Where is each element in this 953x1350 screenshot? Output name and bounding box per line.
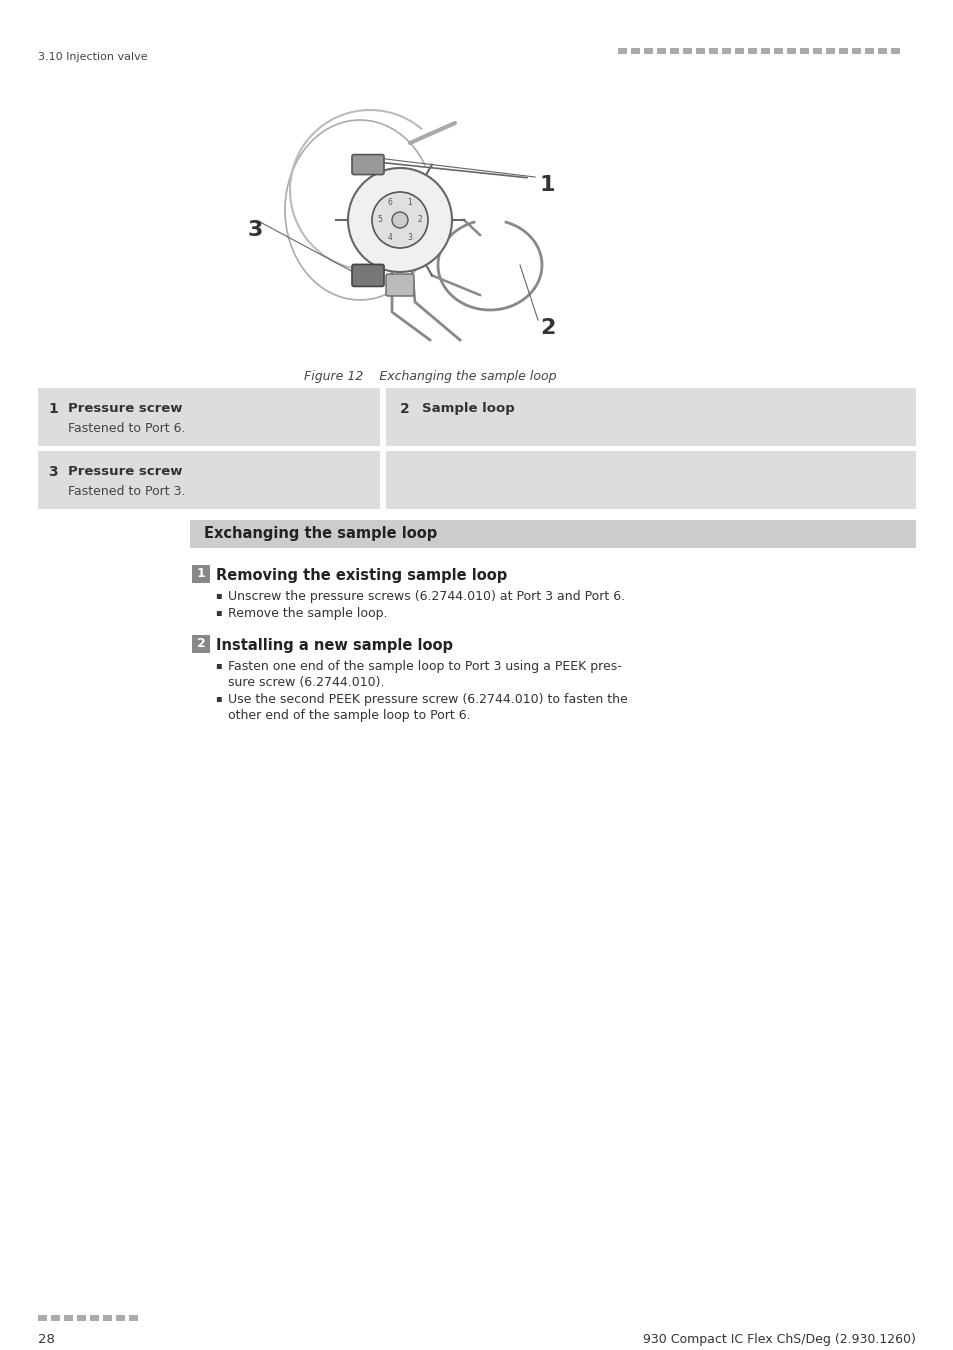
Text: Fastened to Port 3.: Fastened to Port 3.	[68, 485, 185, 498]
Bar	[682, 49, 691, 54]
Bar	[696, 49, 704, 54]
Bar	[129, 1315, 138, 1322]
FancyBboxPatch shape	[352, 265, 384, 286]
Bar	[747, 49, 757, 54]
Text: 930 Compact IC Flex ChS/Deg (2.930.1260): 930 Compact IC Flex ChS/Deg (2.930.1260)	[642, 1332, 915, 1346]
Text: 1: 1	[539, 176, 555, 194]
Bar	[800, 49, 808, 54]
Bar	[386, 451, 915, 509]
Text: Figure 12    Exchanging the sample loop: Figure 12 Exchanging the sample loop	[303, 370, 556, 383]
Bar	[657, 49, 665, 54]
Text: 3: 3	[407, 232, 412, 242]
Text: 3.10 Injection valve: 3.10 Injection valve	[38, 53, 148, 62]
Bar	[386, 387, 915, 446]
Bar	[618, 49, 626, 54]
Circle shape	[392, 212, 408, 228]
Text: 1: 1	[196, 567, 205, 580]
Text: 3: 3	[248, 220, 263, 240]
Text: 2: 2	[539, 319, 555, 338]
Text: Fastened to Port 6.: Fastened to Port 6.	[68, 423, 185, 435]
Bar	[877, 49, 886, 54]
Text: 2: 2	[399, 402, 410, 416]
Bar	[838, 49, 847, 54]
Bar	[51, 1315, 60, 1322]
Text: ▪: ▪	[214, 693, 221, 703]
Text: Installing a new sample loop: Installing a new sample loop	[215, 639, 453, 653]
Bar	[90, 1315, 99, 1322]
Bar	[643, 49, 652, 54]
Text: 6: 6	[387, 198, 392, 207]
Text: Fasten one end of the sample loop to Port 3 using a PEEK pres-: Fasten one end of the sample loop to Por…	[228, 660, 621, 674]
Text: 3: 3	[48, 464, 57, 479]
Bar	[825, 49, 834, 54]
Bar	[103, 1315, 112, 1322]
Text: 2: 2	[417, 216, 422, 224]
Text: Removing the existing sample loop: Removing the existing sample loop	[215, 568, 507, 583]
Text: sure screw (6.2744.010).: sure screw (6.2744.010).	[228, 676, 384, 688]
Bar	[64, 1315, 73, 1322]
Bar	[38, 451, 379, 509]
Bar	[734, 49, 743, 54]
Bar	[77, 1315, 86, 1322]
Text: Exchanging the sample loop: Exchanging the sample loop	[204, 526, 436, 541]
Bar	[38, 1315, 47, 1322]
Text: 1: 1	[407, 198, 412, 207]
Text: other end of the sample loop to Port 6.: other end of the sample loop to Port 6.	[228, 709, 470, 722]
Bar	[864, 49, 873, 54]
Bar	[851, 49, 861, 54]
Bar	[38, 387, 379, 446]
Text: 28: 28	[38, 1332, 55, 1346]
Bar	[760, 49, 769, 54]
FancyBboxPatch shape	[352, 154, 384, 174]
Text: Remove the sample loop.: Remove the sample loop.	[228, 608, 387, 620]
Text: 4: 4	[387, 232, 392, 242]
Bar	[669, 49, 679, 54]
Bar	[890, 49, 899, 54]
Text: ▪: ▪	[214, 660, 221, 670]
Text: Pressure screw: Pressure screw	[68, 402, 182, 414]
Bar	[812, 49, 821, 54]
Bar	[721, 49, 730, 54]
Bar	[786, 49, 795, 54]
Text: Sample loop: Sample loop	[421, 402, 515, 414]
Text: 1: 1	[48, 402, 58, 416]
FancyBboxPatch shape	[386, 274, 414, 296]
Bar	[630, 49, 639, 54]
Circle shape	[372, 192, 428, 248]
Text: Use the second PEEK pressure screw (6.2744.010) to fasten the: Use the second PEEK pressure screw (6.27…	[228, 693, 627, 706]
Text: ▪: ▪	[214, 608, 221, 617]
Text: Unscrew the pressure screws (6.2744.010) at Port 3 and Port 6.: Unscrew the pressure screws (6.2744.010)…	[228, 590, 624, 603]
Bar	[773, 49, 782, 54]
Circle shape	[348, 167, 452, 271]
Text: 2: 2	[196, 637, 205, 649]
Bar	[192, 634, 210, 653]
Text: Pressure screw: Pressure screw	[68, 464, 182, 478]
Bar	[190, 520, 915, 548]
Bar	[192, 566, 210, 583]
Text: 5: 5	[377, 216, 382, 224]
Text: ▪: ▪	[214, 590, 221, 599]
Bar	[116, 1315, 125, 1322]
Bar	[708, 49, 718, 54]
